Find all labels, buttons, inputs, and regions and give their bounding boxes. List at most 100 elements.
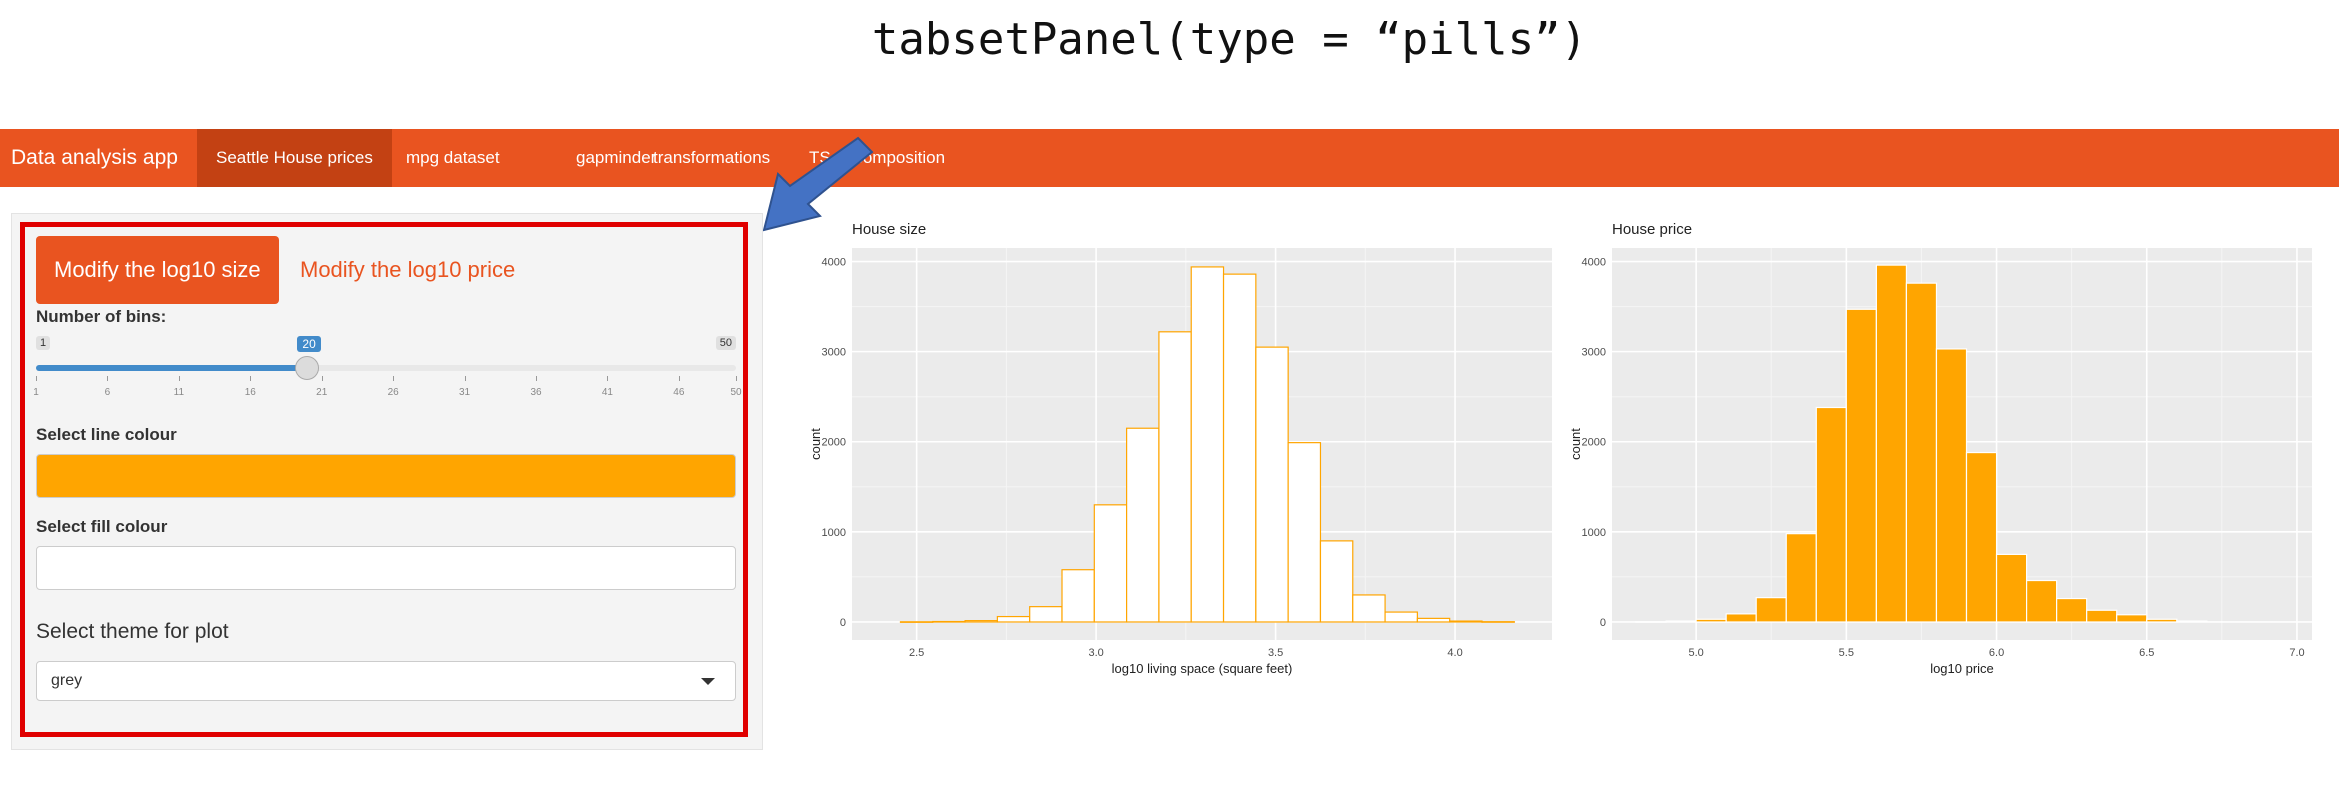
highlight-box: [20, 222, 748, 737]
histogram-bar: [996, 615, 1031, 623]
y-tick-label: 4000: [1582, 257, 1606, 269]
histogram-bar: [932, 620, 966, 623]
y-tick-label: 3000: [822, 347, 846, 359]
pill-modify-log10-price[interactable]: Modify the log10 price: [300, 257, 516, 282]
histogram-bar: [2025, 579, 2058, 623]
slider-tick: [678, 376, 680, 381]
x-tick-label: 3.5: [1268, 647, 1283, 659]
slider-fill: [36, 365, 308, 371]
x-tick-label: 6.5: [2139, 647, 2154, 659]
slider-tick-label: 36: [530, 387, 542, 398]
histogram-bar: [1416, 617, 1451, 623]
tab-seattle-house-prices[interactable]: Seattle House prices: [197, 129, 392, 187]
fill-colour-input[interactable]: [36, 546, 736, 590]
histogram-bar: [1093, 504, 1128, 623]
navbar: Data analysis app Seattle House prices m…: [0, 129, 2339, 187]
y-axis-label: count: [1568, 428, 1583, 460]
x-axis-label: log10 price: [1930, 661, 1994, 676]
slider-tick: [250, 376, 252, 381]
histogram-bar: [1995, 553, 2028, 623]
chevron-down-icon: [701, 678, 715, 685]
app-brand[interactable]: Data analysis app: [11, 146, 178, 169]
slider-tick-label: 21: [316, 387, 328, 398]
house-size-histogram: 2.5 3.0 3.5 4.0 0 1000 2000 3000 4000 log10 livin…: [808, 248, 1552, 676]
slider-tick: [536, 376, 537, 381]
slider-tick: [607, 376, 609, 381]
theme-label: Select theme for plot: [36, 620, 229, 643]
slider-tick-label: 11: [173, 387, 185, 398]
histogram-bar: [1965, 451, 1998, 623]
fill-colour-label: Select fill colour: [36, 517, 168, 536]
histogram-bar: [1158, 331, 1192, 623]
slider-tick: [464, 376, 466, 381]
histogram-bar: [1319, 540, 1354, 623]
slider-tick-label: 50: [730, 387, 742, 398]
slider-tick: [736, 376, 737, 381]
histogram-bar: [1875, 264, 1908, 623]
histogram-bar: [1905, 282, 1938, 623]
x-tick-label: 7.0: [2289, 647, 2304, 659]
plot2-title: House price: [1612, 221, 1693, 238]
tab-gapminder[interactable]: gapminder: [576, 148, 657, 167]
y-tick-label: 4000: [822, 257, 846, 269]
x-tick-label: 3.0: [1088, 647, 1103, 659]
pointer-arrow-icon: [762, 136, 874, 232]
slider-max: 50: [715, 336, 736, 350]
histogram-bar: [1785, 533, 1817, 623]
bins-slider[interactable]: 1 50 20 1 6 11 16 21 26 31 36 41 46 50: [33, 334, 742, 404]
slide-title: tabsetPanel(type = “pills”): [871, 14, 1588, 65]
slider-tick-label: 31: [459, 387, 471, 398]
slider-tick-label: 1: [33, 387, 39, 398]
x-tick-label: 5.5: [1839, 647, 1854, 659]
line-colour-input[interactable]: [36, 454, 736, 498]
histogram-bar: [1815, 406, 1847, 623]
histogram-bar: [1029, 606, 1063, 623]
plot1-title: House size: [852, 221, 927, 238]
y-tick-label: 1000: [822, 527, 846, 539]
slider-track[interactable]: [36, 365, 736, 371]
histogram-bar: [1665, 620, 1697, 623]
slider-tick: [36, 376, 37, 381]
x-tick-label: 2.5: [909, 647, 924, 659]
x-tick-label: 4.0: [1447, 647, 1462, 659]
histogram-bar: [1755, 597, 1787, 623]
histogram-bar: [1935, 348, 1968, 623]
slider-handle[interactable]: [295, 356, 320, 380]
histogram-bar: [2116, 614, 2148, 623]
histogram-bar: [1222, 273, 1257, 623]
slider-min: 1: [36, 336, 51, 350]
tab-transformations[interactable]: transformations: [653, 148, 771, 167]
slider-tick: [393, 376, 395, 381]
y-tick-label: 1000: [1582, 527, 1606, 539]
histogram-bar: [2176, 620, 2208, 623]
slider-tick: [178, 376, 180, 381]
histogram-bar: [1725, 613, 1757, 623]
slider-tick: [321, 376, 323, 381]
histogram-bar: [1287, 442, 1322, 623]
slider-tick-label: 41: [601, 387, 613, 398]
histogram-bar: [1061, 569, 1095, 623]
y-tick-label: 2000: [822, 437, 846, 449]
tab-mpg-dataset[interactable]: mpg dataset: [406, 148, 500, 167]
y-tick-label: 0: [1600, 617, 1606, 629]
histogram-bar: [1635, 621, 1667, 623]
slider-tick-label: 46: [673, 387, 685, 398]
histogram-bar: [1695, 618, 1727, 623]
histogram-bar: [1352, 594, 1386, 623]
y-tick-label: 3000: [1582, 347, 1606, 359]
histogram-bar: [2056, 597, 2088, 623]
histogram-bar: [1449, 620, 1483, 623]
slider-tick: [107, 376, 109, 381]
pill-modify-log10-size[interactable]: Modify the log10 size: [36, 236, 279, 304]
line-colour-label: Select line colour: [36, 425, 177, 444]
slider-tick-label: 16: [244, 387, 256, 398]
slider-value: 20: [297, 336, 321, 352]
house-price-histogram: 5.0 5.5 6.0 6.5 7.0 0 1000 2000 3000 4000 log10 pr…: [1568, 248, 2312, 676]
y-tick-label: 2000: [1582, 437, 1606, 449]
histogram-bar: [1481, 621, 1515, 623]
y-axis-label: count: [808, 428, 823, 460]
histogram-bar: [964, 620, 998, 623]
x-tick-label: 5.0: [1688, 647, 1703, 659]
theme-select[interactable]: grey: [36, 661, 736, 701]
histogram-bar: [1126, 427, 1160, 623]
